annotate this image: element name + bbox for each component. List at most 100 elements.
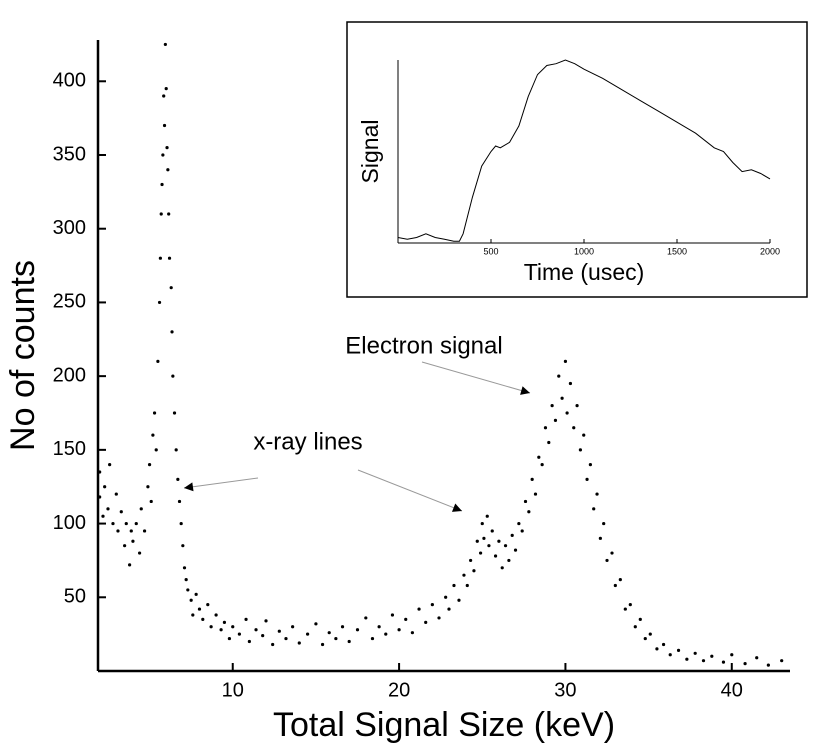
data-point bbox=[161, 153, 165, 157]
data-point bbox=[543, 426, 548, 430]
data-point bbox=[154, 448, 158, 452]
data-point bbox=[364, 616, 368, 620]
data-point bbox=[472, 569, 476, 573]
data-point bbox=[151, 433, 155, 437]
data-point bbox=[284, 636, 288, 641]
x-tick-label: 20 bbox=[388, 679, 410, 701]
data-point bbox=[661, 642, 666, 647]
data-point bbox=[106, 507, 110, 511]
y-tick-label: 300 bbox=[53, 217, 86, 239]
data-point bbox=[602, 521, 606, 526]
data-point bbox=[572, 426, 576, 430]
data-point bbox=[743, 662, 747, 666]
data-point bbox=[766, 663, 770, 667]
annotation-arrow bbox=[183, 477, 259, 492]
data-point bbox=[397, 628, 401, 632]
data-point bbox=[547, 440, 551, 445]
data-point bbox=[237, 632, 241, 636]
data-point bbox=[184, 577, 188, 582]
data-point bbox=[475, 539, 479, 543]
data-point bbox=[201, 617, 205, 621]
data-point bbox=[648, 632, 652, 636]
data-point bbox=[513, 548, 518, 552]
data-point bbox=[101, 514, 105, 518]
annotation: x-ray lines bbox=[253, 428, 362, 455]
data-point bbox=[530, 477, 534, 481]
data-point bbox=[277, 629, 281, 633]
data-point bbox=[194, 592, 198, 596]
data-point bbox=[500, 566, 504, 570]
data-point bbox=[166, 168, 170, 172]
data-point bbox=[119, 510, 123, 514]
data-point bbox=[146, 485, 150, 489]
data-point bbox=[721, 660, 726, 664]
data-point bbox=[730, 653, 734, 657]
data-point bbox=[638, 617, 642, 621]
y-tick-label: 200 bbox=[53, 364, 86, 386]
data-point bbox=[231, 625, 235, 629]
data-point bbox=[417, 607, 421, 611]
data-point bbox=[685, 657, 689, 661]
data-point bbox=[271, 642, 275, 647]
data-point bbox=[98, 495, 102, 499]
data-point bbox=[164, 87, 168, 91]
data-point bbox=[377, 625, 381, 629]
data-point bbox=[493, 554, 498, 558]
annotation-arrow bbox=[357, 469, 463, 512]
annotation: Electron signal bbox=[345, 332, 502, 359]
data-point bbox=[560, 396, 564, 400]
data-point bbox=[370, 636, 375, 641]
data-point bbox=[355, 628, 360, 632]
data-point bbox=[291, 625, 295, 629]
data-point bbox=[533, 492, 538, 496]
y-tick-label: 150 bbox=[53, 438, 86, 460]
data-point bbox=[693, 651, 697, 655]
data-point bbox=[710, 654, 714, 658]
y-tick-label: 50 bbox=[64, 586, 86, 608]
data-point bbox=[623, 607, 627, 611]
data-point bbox=[582, 433, 586, 437]
data-point bbox=[610, 551, 614, 555]
data-point bbox=[527, 510, 531, 514]
data-point bbox=[598, 536, 602, 540]
data-point bbox=[209, 625, 213, 629]
data-point bbox=[244, 617, 248, 621]
data-point bbox=[182, 566, 187, 570]
data-point bbox=[162, 123, 167, 128]
data-point bbox=[469, 558, 473, 563]
x-tick-label: 10 bbox=[222, 679, 244, 701]
data-point bbox=[172, 411, 177, 415]
data-point bbox=[206, 603, 210, 607]
data-point bbox=[553, 418, 558, 422]
data-point bbox=[437, 616, 441, 620]
data-point bbox=[540, 462, 544, 467]
data-point bbox=[176, 477, 180, 481]
data-point bbox=[264, 619, 268, 623]
data-point bbox=[568, 381, 573, 386]
data-point bbox=[167, 256, 172, 260]
data-point bbox=[520, 529, 524, 533]
data-point bbox=[189, 598, 193, 602]
data-point bbox=[537, 455, 541, 459]
data-point bbox=[152, 411, 157, 415]
data-point bbox=[595, 492, 599, 496]
signal-line bbox=[397, 59, 771, 242]
data-point bbox=[128, 563, 132, 567]
data-point bbox=[167, 212, 171, 216]
data-point bbox=[131, 539, 135, 543]
data-point bbox=[605, 558, 609, 563]
data-point bbox=[171, 374, 175, 378]
data-point bbox=[755, 656, 759, 660]
data-point bbox=[565, 411, 569, 415]
data-point bbox=[108, 462, 112, 467]
data-point bbox=[424, 620, 428, 624]
data-point bbox=[780, 659, 784, 663]
data-point bbox=[222, 620, 227, 624]
data-point bbox=[320, 642, 325, 647]
data-point bbox=[410, 631, 414, 635]
data-point bbox=[98, 470, 102, 474]
data-point bbox=[191, 613, 195, 617]
x-tick-label: 30 bbox=[554, 679, 576, 701]
